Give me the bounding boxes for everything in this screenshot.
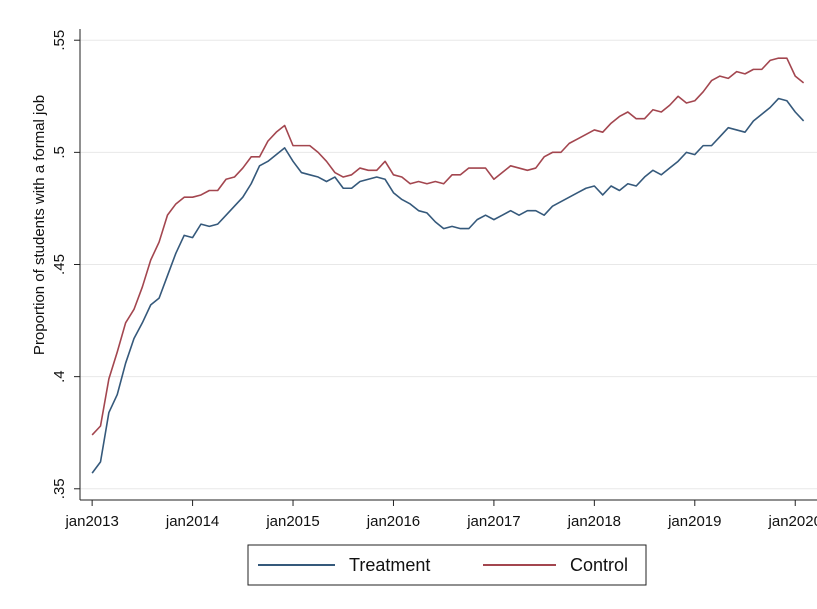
series-line <box>91 57 805 436</box>
x-tick-label: jan2014 <box>165 513 219 530</box>
x-tick-label: jan2019 <box>667 513 721 530</box>
x-tick-label: jan2018 <box>567 513 621 530</box>
x-tick-label: jan2013 <box>64 513 118 530</box>
legend-label: Control <box>570 555 628 575</box>
y-tick-label: .5 <box>51 146 68 159</box>
y-tick-label: .45 <box>51 254 68 275</box>
x-tick-label: jan2016 <box>366 513 420 530</box>
legend-label: Treatment <box>349 555 430 575</box>
x-tick-label: jan2017 <box>466 513 520 530</box>
y-tick-label: .35 <box>51 478 68 499</box>
x-tick-label: jan2015 <box>265 513 319 530</box>
series-line <box>91 97 805 474</box>
y-axis-label: Proportion of students with a formal job <box>31 95 48 355</box>
y-tick-label: .55 <box>51 30 68 51</box>
y-tick-label: .4 <box>51 370 68 383</box>
legend: Treatment Control <box>247 544 647 586</box>
x-tick-label: jan2020 <box>768 513 817 530</box>
